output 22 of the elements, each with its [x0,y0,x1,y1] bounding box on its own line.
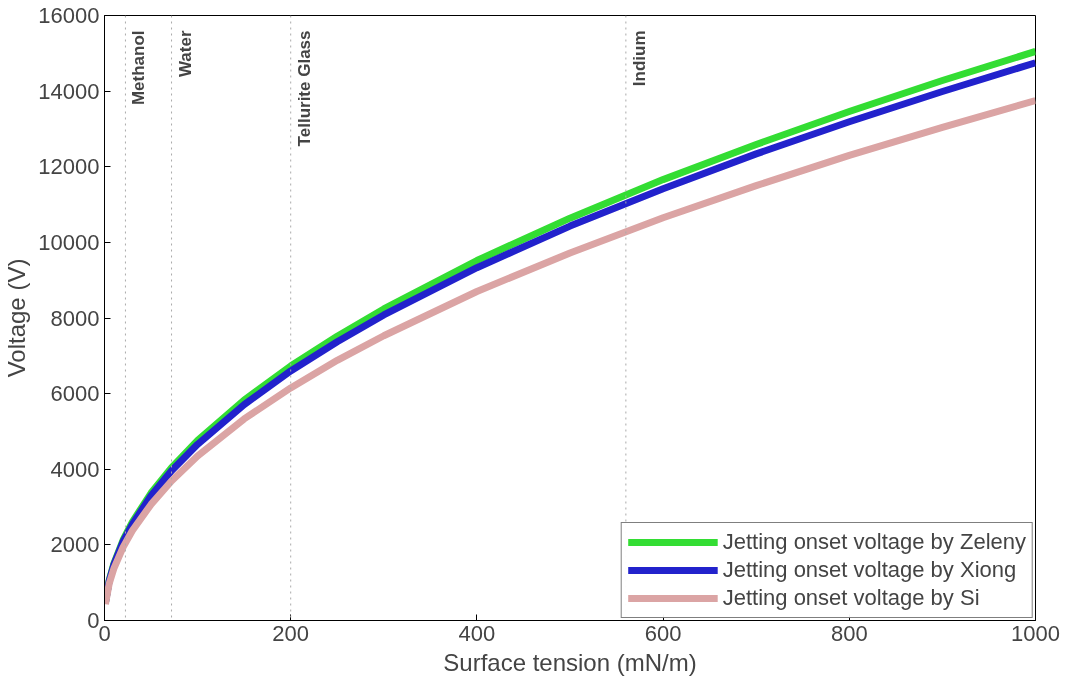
legend-label: Jetting onset voltage by Si [722,585,980,611]
y-tick-label: 4000 [50,456,100,482]
y-tick-label: 14000 [38,78,100,104]
y-tick-label: 2000 [50,532,100,558]
y-axis-title: Voltage (V) [3,258,31,378]
legend-label: Jetting onset voltage by Zeleny [722,529,1026,555]
x-tick-label: 400 [458,620,496,646]
y-tick-label: 8000 [50,305,100,331]
y-tick-label: 10000 [38,229,100,255]
ref-line-label: Water [175,30,195,78]
x-tick-label: 800 [830,620,868,646]
x-axis-title: Surface tension (mN/m) [443,648,697,676]
x-tick-label: 1000 [1011,620,1060,646]
ref-line-label: Tellurite Glass [294,30,314,147]
x-tick-label: 200 [272,620,310,646]
ref-line-label: Indium [629,30,649,87]
y-tick-label: 6000 [50,381,100,407]
y-tick-label: 12000 [38,154,100,180]
x-tick-label: 600 [644,620,682,646]
y-tick-label: 16000 [38,3,100,28]
legend-label: Jetting onset voltage by Xiong [722,557,1017,583]
ref-line-label: Methanol [129,30,149,106]
